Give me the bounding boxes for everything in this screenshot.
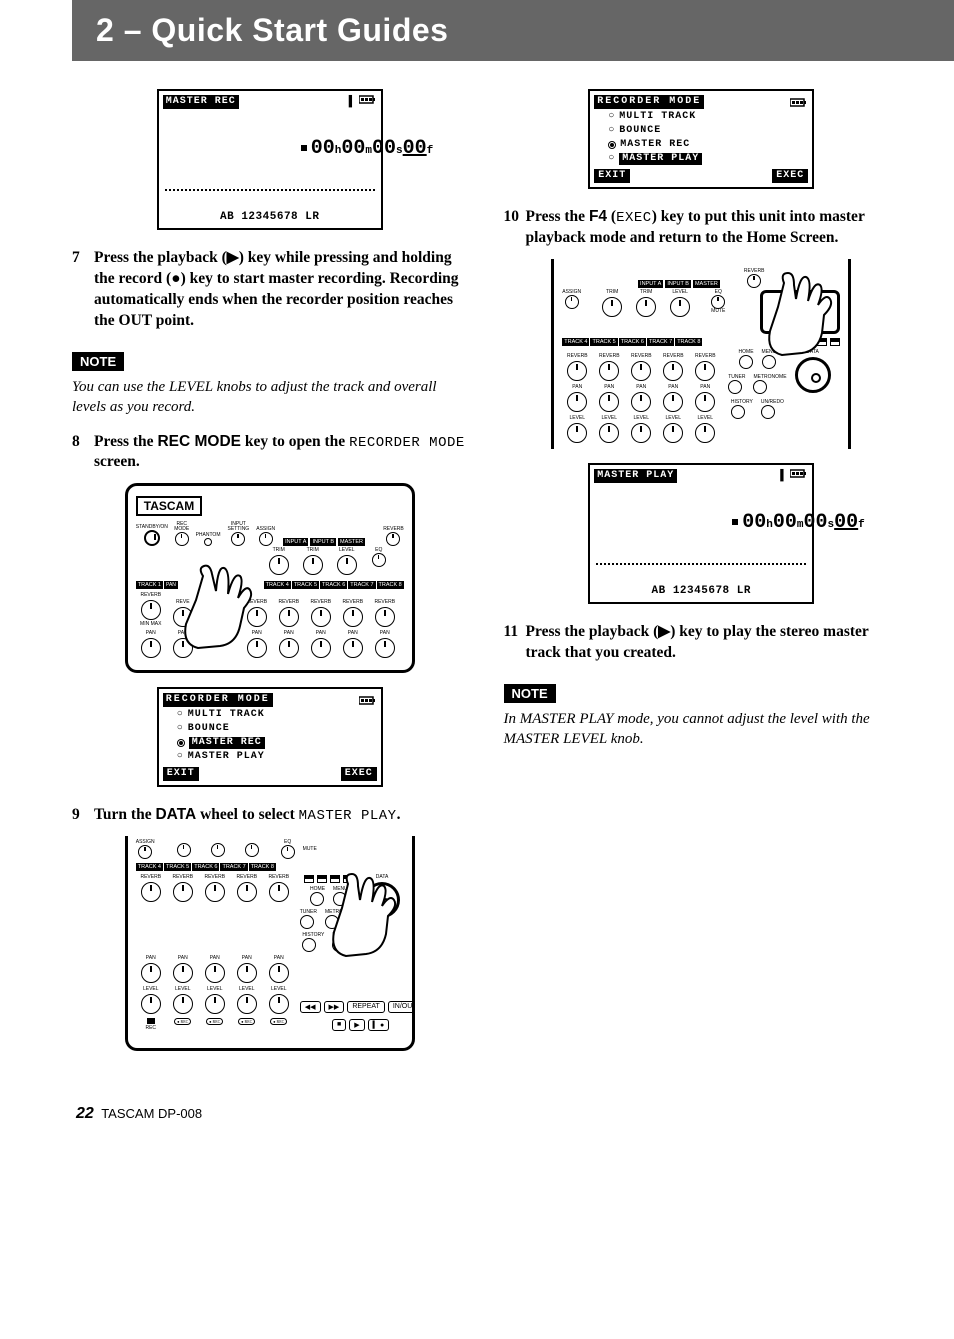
right-column: RECORDER MODE ○MULTI TRACK ○BOUNCE MASTE… <box>504 81 900 1065</box>
step-8: 8 Press the REC MODE key to open the REC… <box>72 432 468 474</box>
hand-icon <box>168 556 278 666</box>
note-text: You can use the LEVEL knobs to adjust th… <box>72 377 468 418</box>
left-column: MASTER REC ▐ 00h00m00s00f AB 12345678 LR… <box>72 81 468 1065</box>
step-number: 9 <box>72 805 94 826</box>
page-footer: 22 TASCAM DP-008 <box>72 1105 954 1123</box>
record-icon: ● <box>171 270 180 287</box>
lcd-recorder-mode-play: RECORDER MODE ○MULTI TRACK ○BOUNCE MASTE… <box>588 89 814 189</box>
lcd-time: 00h00m00s00f <box>612 487 808 559</box>
lcd-master-rec: MASTER REC ▐ 00h00m00s00f AB 12345678 LR <box>157 89 383 230</box>
play-icon: ▶ <box>658 623 670 640</box>
lcd-exit: EXIT <box>163 767 199 781</box>
note-text: In MASTER PLAY mode, you cannot adjust t… <box>504 709 900 750</box>
lcd-time: 00h00m00s00f <box>181 113 377 185</box>
lcd-exit: EXIT <box>594 169 630 183</box>
lcd-title: MASTER REC <box>163 95 239 109</box>
device-illustration-bottom: ASSIGN EQ MUTE TRACK 4 TRACK 5 TRACK 6 T… <box>125 836 415 1051</box>
footer-model: TASCAM DP-008 <box>101 1106 202 1121</box>
device-brand: TASCAM <box>136 496 202 516</box>
step-number: 11 <box>504 622 526 664</box>
lcd-title: MASTER PLAY <box>594 469 677 483</box>
lcd-exec: EXEC <box>772 169 808 183</box>
note-label: NOTE <box>72 352 124 371</box>
section-header: 2 – Quick Start Guides <box>72 0 954 61</box>
step-10: 10 Press the F4 (EXEC) key to put this u… <box>504 207 900 249</box>
note-label: NOTE <box>504 684 556 703</box>
lcd-tracks: AB 12345678 LR <box>163 211 377 224</box>
step-number: 10 <box>504 207 526 249</box>
device-illustration-middle: INPUT A INPUT B MASTER REVERB ASSIGN TRI… <box>551 259 851 449</box>
play-icon: ▶ <box>227 249 239 266</box>
step-11: 11 Press the playback (▶) key to play th… <box>504 622 900 664</box>
lcd-title: RECORDER MODE <box>594 95 704 109</box>
step-number: 7 <box>72 248 94 332</box>
lcd-exec: EXEC <box>341 767 377 781</box>
step-7: 7 Press the playback (▶) key while press… <box>72 248 468 332</box>
lcd-master-play: MASTER PLAY ▐ 00h00m00s00f AB 12345678 L… <box>588 463 814 604</box>
device-illustration-top: TASCAM STANDBY/ON REC MODE PHANTOM <box>125 483 415 673</box>
step-9: 9 Turn the DATA wheel to select MASTER P… <box>72 805 468 826</box>
lcd-tracks: AB 12345678 LR <box>594 585 808 598</box>
record-icon: ▐ <box>346 95 377 109</box>
hand-icon <box>752 265 851 375</box>
section-title: 2 – Quick Start Guides <box>96 12 954 49</box>
hand-icon <box>320 866 410 966</box>
page-number: 22 <box>76 1105 94 1122</box>
lcd-title: RECORDER MODE <box>163 693 273 707</box>
step-number: 8 <box>72 432 94 474</box>
lcd-recorder-mode-rec: RECORDER MODE ○MULTI TRACK ○BOUNCE MASTE… <box>157 687 383 787</box>
